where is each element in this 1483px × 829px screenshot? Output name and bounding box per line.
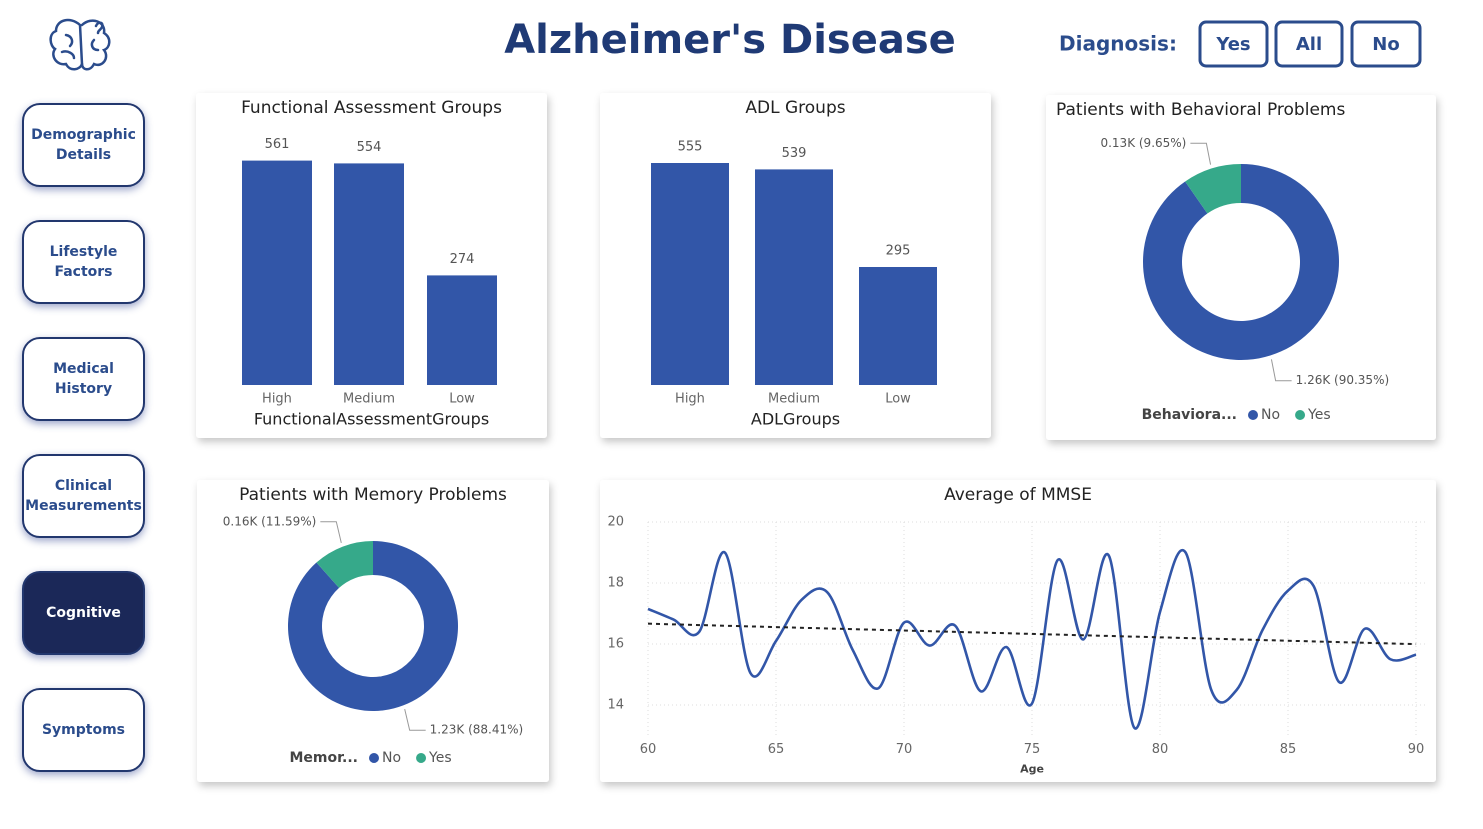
y-tick-label: 20	[607, 515, 624, 530]
chart-title: Patients with Behavioral Problems	[1056, 100, 1345, 120]
donut-slice	[288, 541, 458, 712]
card	[600, 480, 1436, 782]
legend-label: Yes	[428, 750, 452, 766]
nav-button[interactable]: Symptoms	[22, 688, 145, 772]
y-tick-label: 14	[607, 698, 624, 713]
value-label: 554	[357, 140, 382, 155]
x-tick-label: High	[675, 392, 705, 407]
chart-title: ADL Groups	[745, 98, 845, 118]
x-tick-label: 75	[1024, 742, 1041, 757]
x-tick-label: 90	[1408, 742, 1425, 757]
leader-line	[1270, 359, 1292, 382]
x-axis-title: Age	[1020, 763, 1044, 776]
x-tick-label: 60	[640, 742, 657, 757]
nav-button[interactable]: Cognitive	[22, 571, 145, 655]
leader-line	[404, 709, 426, 731]
x-tick-label: Low	[449, 392, 475, 407]
x-tick-label: 85	[1280, 742, 1297, 757]
bar	[651, 163, 729, 385]
trend-line	[647, 622, 1417, 646]
donut-slice	[1185, 164, 1241, 214]
chart-title: Average of MMSE	[944, 485, 1092, 505]
value-label: 561	[265, 137, 290, 152]
filter-button[interactable]	[1274, 20, 1344, 68]
filter-button-label[interactable]: All	[1296, 34, 1322, 55]
legend-label: No	[1261, 407, 1280, 423]
legend-swatch	[416, 753, 427, 763]
nav-button[interactable]: Medical History	[22, 337, 145, 421]
filter-button[interactable]	[1198, 20, 1269, 68]
value-label: 0.16K (11.59%)	[223, 514, 317, 528]
filter-label: Diagnosis:	[1059, 32, 1177, 56]
legend-swatch	[1295, 410, 1306, 420]
value-label: 555	[678, 140, 703, 155]
nav-button[interactable]: Demographic Details	[22, 103, 145, 187]
x-axis-title: FunctionalAssessmentGroups	[254, 410, 489, 429]
leader-line	[1190, 142, 1212, 165]
nav-button[interactable]: Lifestyle Factors	[22, 220, 145, 304]
leader-line	[320, 521, 342, 543]
x-tick-label: High	[262, 392, 292, 407]
logo	[49, 18, 111, 71]
x-tick-label: 80	[1152, 742, 1169, 757]
value-label: 1.26K (90.35%)	[1296, 373, 1390, 387]
x-axis-title: ADLGroups	[751, 410, 840, 429]
page-title: Alzheimer's Disease	[504, 17, 956, 63]
bar	[755, 169, 833, 385]
value-label: 274	[450, 252, 475, 267]
legend-title: Memor...	[290, 750, 359, 766]
y-tick-label: 18	[607, 576, 624, 591]
legend-swatch	[369, 753, 379, 763]
value-label: 539	[782, 146, 807, 161]
x-tick-label: Low	[885, 392, 911, 407]
bar	[859, 267, 937, 385]
x-tick-label: Medium	[343, 392, 395, 407]
donut-slice	[1143, 164, 1340, 360]
value-label: 295	[886, 244, 911, 259]
card	[1046, 95, 1436, 440]
y-tick-label: 16	[607, 637, 624, 652]
bar	[427, 275, 497, 385]
card	[197, 480, 549, 782]
value-label: 0.13K (9.65%)	[1100, 136, 1186, 150]
value-label: 1.23K (88.41%)	[430, 723, 524, 737]
bar	[334, 163, 404, 385]
x-tick-label: 70	[896, 742, 913, 757]
nav-button[interactable]: Clinical Measurements	[22, 454, 145, 538]
chart-title: Functional Assessment Groups	[241, 98, 502, 118]
line-series	[647, 548, 1417, 730]
filter-button[interactable]	[1350, 20, 1422, 68]
legend-label: Yes	[1307, 407, 1331, 423]
x-tick-label: Medium	[768, 392, 820, 407]
filter-button-label[interactable]: Yes	[1215, 34, 1250, 55]
bar	[242, 160, 312, 385]
legend-title: Behaviora...	[1142, 407, 1237, 423]
legend-label: No	[382, 750, 401, 766]
donut-slice	[316, 541, 373, 588]
filter-button-label[interactable]: No	[1372, 34, 1399, 55]
x-tick-label: 65	[768, 742, 785, 757]
legend-swatch	[1248, 410, 1258, 420]
chart-title: Patients with Memory Problems	[239, 485, 507, 505]
